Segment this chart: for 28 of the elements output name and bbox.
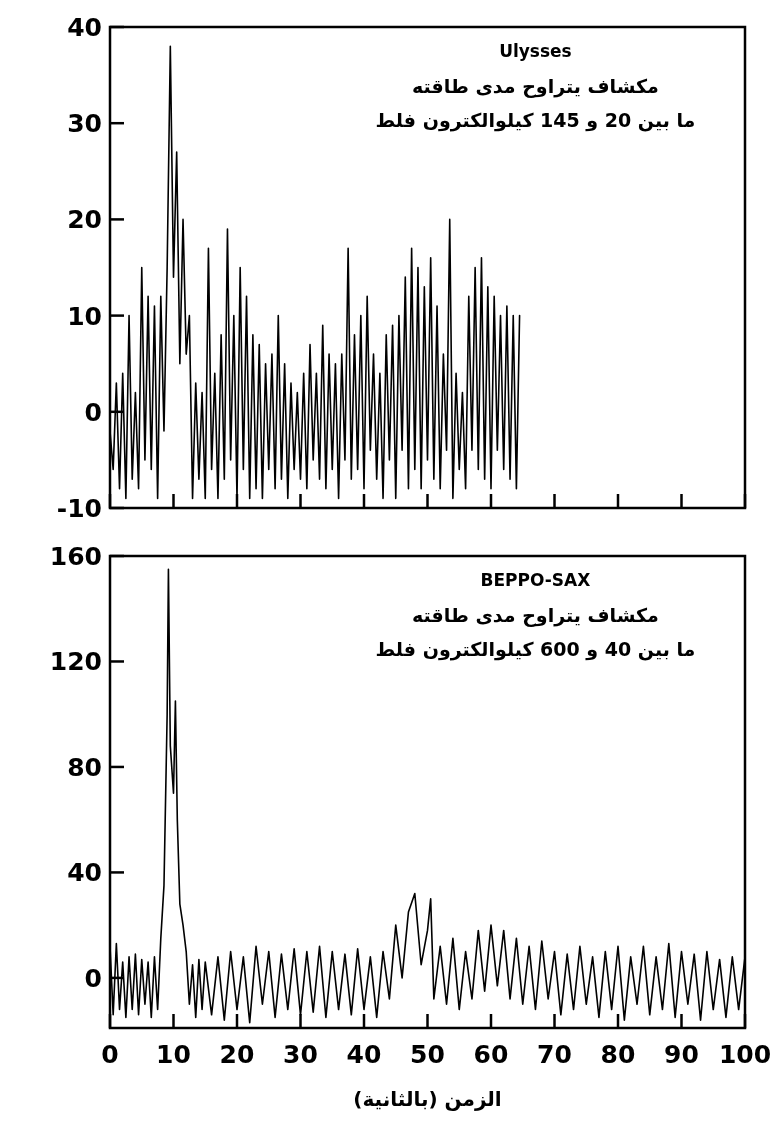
annotation: ما بين 20 و 145 كيلوالكترون فلط <box>375 109 696 132</box>
y-tick-label: 20 <box>67 205 102 235</box>
x-tick-label: 30 <box>283 1040 318 1069</box>
x-tick-label: 60 <box>473 1040 509 1069</box>
annotation: مكشاف يتراوح مدى طاقته <box>412 604 659 627</box>
y-tick-label: -10 <box>56 494 102 523</box>
y-tick-label: 0 <box>84 397 102 427</box>
y-tick-label: 0 <box>84 963 102 993</box>
y-tick-label: 40 <box>67 13 102 42</box>
y-tick-label: 80 <box>67 752 102 782</box>
x-axis-title: الزمن (بالثانية) <box>353 1087 502 1111</box>
text: BEPPO-SAX <box>480 570 591 590</box>
annotation: مكشاف يتراوح مدى طاقته <box>412 75 659 98</box>
x-tick-label: 40 <box>346 1040 382 1069</box>
x-tick-label: 90 <box>664 1040 699 1069</box>
x-tick-label: 10 <box>156 1040 191 1069</box>
y-tick-label: 120 <box>49 647 102 677</box>
x-tick-label: 70 <box>537 1040 572 1069</box>
text: Ulysses <box>499 41 572 61</box>
y-tick-label: 30 <box>67 109 102 139</box>
x-tick-label: 100 <box>718 1040 772 1069</box>
x-tick-label: 50 <box>410 1040 445 1069</box>
x-tick-label: 80 <box>600 1040 636 1069</box>
x-tick-label: 20 <box>219 1040 255 1069</box>
y-tick-label: 160 <box>49 542 102 571</box>
y-tick-label: 40 <box>67 858 102 888</box>
annotation: ما بين 40 و 600 كيلوالكترون فلط <box>375 638 696 661</box>
y-tick-label: 10 <box>67 301 102 331</box>
